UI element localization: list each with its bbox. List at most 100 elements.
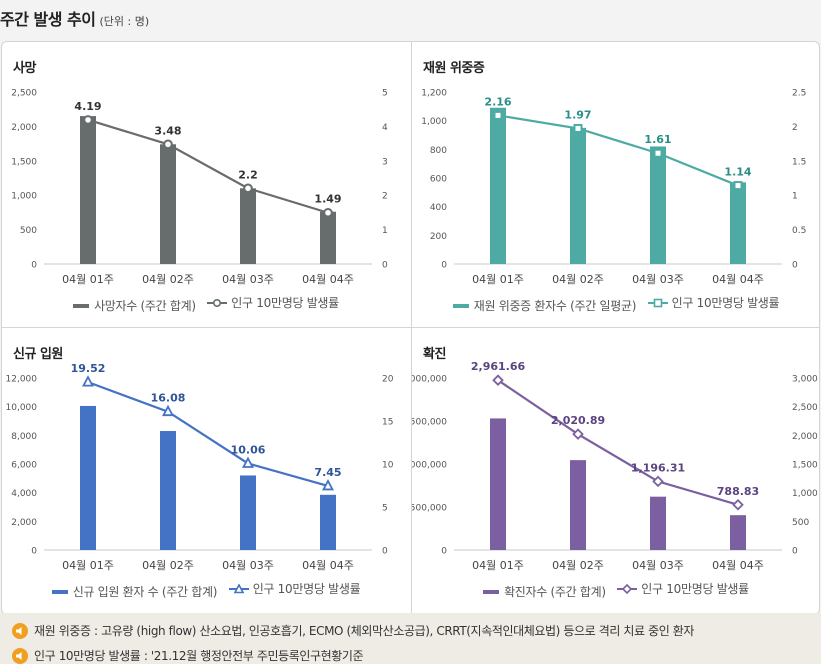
legend-bar-swatch: [452, 303, 469, 308]
right-tick-label: 2,500: [792, 403, 818, 413]
right-tick-label: 1,000: [792, 489, 818, 499]
chart-panel-deaths: 사망 0 500 1,000 1,500 2,000 2,500 0 1 2 3 4 5 04월 01주…: [2, 42, 410, 327]
left-tick-label: 8,000: [11, 432, 37, 442]
legend-bar-swatch: [483, 589, 500, 594]
line-marker: [652, 475, 664, 488]
data-label: 16.08: [151, 392, 186, 405]
legend-line-swatch: [228, 583, 249, 593]
left-tick-label: 12,000: [6, 375, 38, 385]
left-tick-label: 600: [430, 175, 447, 185]
right-tick-label: 20: [382, 375, 394, 385]
data-label: 1.97: [564, 108, 591, 121]
line-marker: [162, 404, 174, 417]
speaker-icon: [12, 647, 28, 664]
legend-line-swatch: [207, 298, 228, 307]
bar: [320, 211, 336, 264]
left-tick-label: 2,500: [11, 89, 37, 99]
note-text: 재원 위중증 : 고유량 (high flow) 산소요법, 인공호흡기, EC…: [34, 624, 695, 638]
note-item: 재원 위중증 : 고유량 (high flow) 산소요법, 인공호흡기, EC…: [12, 622, 694, 639]
rate-line: [497, 114, 739, 187]
data-label: 4.19: [74, 100, 101, 113]
right-tick-label: 1: [792, 192, 798, 202]
x-tick-label: 04월 03주: [222, 273, 274, 286]
left-tick-label: 2,000,000: [412, 375, 447, 385]
legend-line-swatch: [617, 583, 638, 594]
chart-deaths: 0 500 1,000 1,500 2,000 2,500 0 1 2 3 4 5 04월 01주 04월…: [11, 89, 388, 287]
legend-bar-swatch: [51, 589, 68, 594]
left-tick-label: 200: [430, 232, 447, 242]
line-marker: [322, 479, 334, 491]
right-tick-label: 1.5: [792, 157, 806, 167]
bar: [650, 496, 666, 550]
left-tick-label: 1,500: [11, 157, 37, 167]
chart-panel-critical: 재원 위중증 0 200 400 600 800 1,000 1,200 0 0.5 1 1.5 2 2…: [412, 42, 819, 327]
right-tick-label: 2: [382, 192, 388, 202]
legend-bar-item: 확진자수 (주간 합계): [483, 583, 606, 600]
bar: [570, 127, 586, 264]
chart-title: 신규 입원: [13, 347, 63, 362]
data-label: 1.49: [314, 193, 341, 206]
data-label: 2,020.89: [551, 414, 605, 427]
left-tick-label: 0: [31, 547, 37, 557]
x-tick-label: 04월 02주: [552, 559, 604, 572]
x-tick-label: 04월 03주: [222, 559, 274, 572]
line-marker: [243, 183, 253, 194]
chart-admissions: 0 2,000 4,000 6,000 8,000 10,000 12,000 0 5 10 15 2…: [6, 362, 394, 572]
page-title: 주간 발생 추이: [0, 10, 96, 29]
data-label: 788.83: [717, 485, 759, 498]
x-tick-label: 04월 01주: [62, 559, 114, 572]
legend-bar-label: 신규 입원 환자 수 (주간 합계): [72, 585, 218, 599]
legend-line-label: 인구 10만명당 발생률: [671, 296, 780, 310]
chart-title: 재원 위중증: [423, 61, 485, 76]
data-label: 2.2: [238, 168, 258, 181]
legend-bar-item: 신규 입원 환자 수 (주간 합계): [51, 583, 218, 600]
right-tick-label: 500: [792, 518, 809, 528]
left-tick-label: 400: [430, 203, 447, 213]
right-tick-label: 5: [382, 89, 388, 99]
right-tick-label: 1,500: [792, 461, 818, 471]
legend-bar-item: 재원 위중증 환자수 (주간 일평균): [452, 297, 637, 314]
legend: 사망자수 (주간 합계) 인구 10만명당 발생률: [2, 294, 410, 314]
notes: 재원 위중증 : 고유량 (high flow) 산소요법, 인공호흡기, EC…: [0, 613, 821, 664]
data-label: 1.61: [644, 133, 671, 146]
line-marker: [493, 110, 503, 120]
data-label: 1,196.31: [631, 461, 685, 474]
right-tick-label: 10: [382, 461, 394, 471]
line-marker: [492, 374, 504, 386]
left-tick-label: 4,000: [11, 489, 37, 499]
x-tick-label: 04월 01주: [472, 559, 524, 572]
right-tick-label: 2.5: [792, 89, 806, 99]
rate-line: [497, 379, 739, 506]
right-tick-label: 15: [382, 418, 393, 428]
right-tick-label: 0: [792, 547, 798, 557]
x-tick-label: 04월 04주: [302, 559, 354, 572]
line-marker: [733, 181, 743, 191]
left-tick-label: 0: [31, 261, 37, 271]
legend-line-item: 인구 10만명당 발생률: [207, 294, 339, 311]
speaker-icon: [12, 622, 28, 639]
legend: 확진자수 (주간 합계) 인구 10만명당 발생률: [412, 580, 819, 600]
chart-title: 사망: [13, 61, 36, 76]
chart-title: 확진: [423, 347, 446, 362]
right-tick-label: 0.5: [792, 226, 806, 236]
right-tick-label: 1: [382, 226, 388, 236]
legend-bar-label: 재원 위중증 환자수 (주간 일평균): [473, 299, 637, 313]
line-marker: [653, 148, 663, 158]
x-tick-label: 04월 04주: [712, 273, 764, 286]
left-tick-label: 10,000: [6, 403, 38, 413]
bar: [650, 146, 666, 264]
bar: [240, 475, 256, 550]
legend-bar-label: 확진자수 (주간 합계): [504, 585, 606, 599]
data-label: 2,961.66: [471, 360, 526, 373]
chart-panel-confirmed: 확진 0 500,000 1,000,000 1,500,000 2,000,000 0 5…: [412, 328, 819, 613]
right-tick-label: 0: [792, 261, 798, 271]
legend-line-label: 인구 10만명당 발생률: [641, 582, 749, 596]
left-tick-label: 6,000: [11, 461, 37, 471]
line-marker: [82, 375, 94, 387]
bar: [730, 182, 746, 264]
legend-bar-item: 사망자수 (주간 합계): [73, 297, 196, 314]
divider-horizontal: [2, 327, 819, 328]
legend-line-item: 인구 10만명당 발생률: [647, 294, 780, 311]
data-label: 19.52: [71, 362, 106, 375]
left-tick-label: 2,000: [11, 123, 37, 133]
